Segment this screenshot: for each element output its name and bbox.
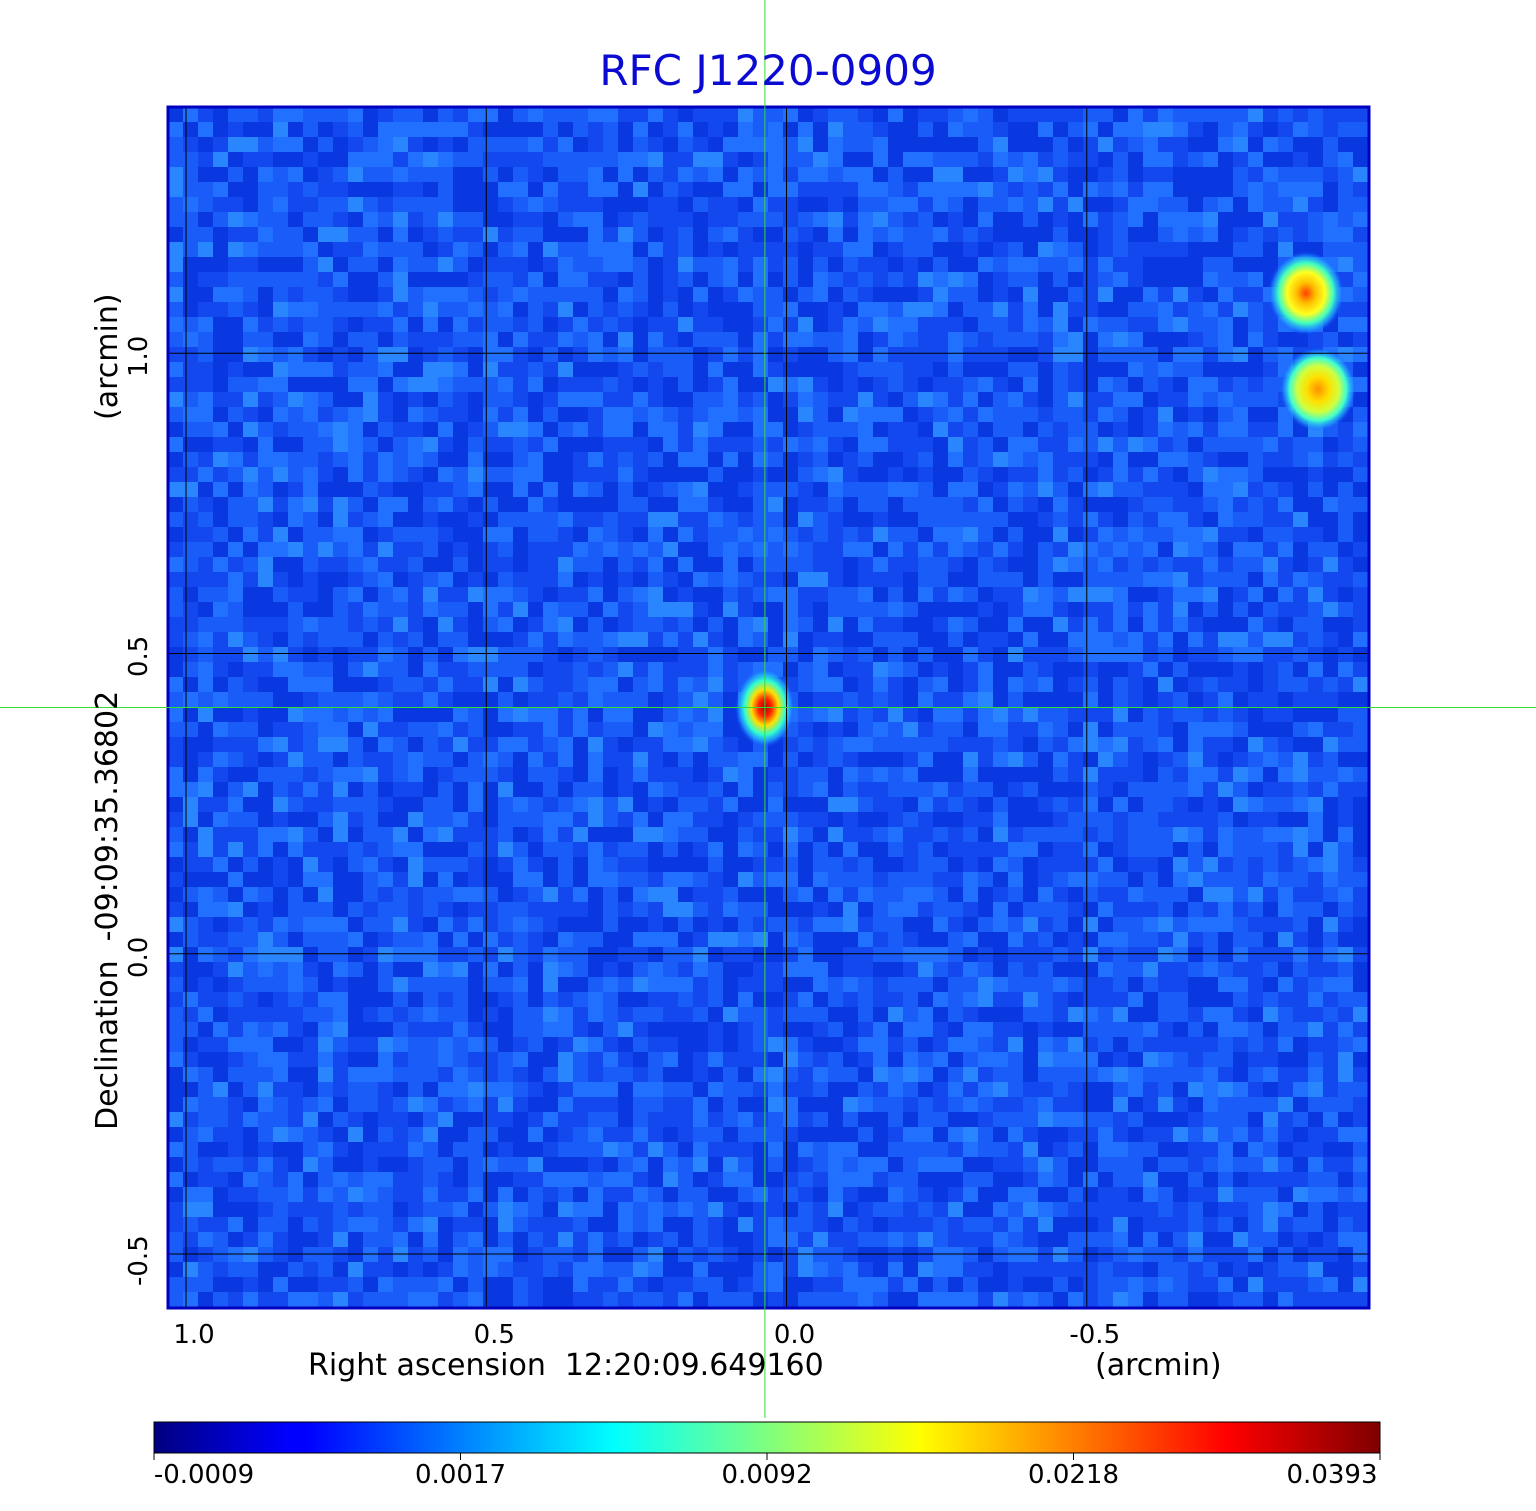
colorbar [153, 1421, 1381, 1454]
y-tick-label-0: -0.5 [124, 1235, 154, 1286]
colorbar-tick-label-2: 0.0092 [721, 1460, 813, 1490]
x-tick-label-1: 0.5 [473, 1320, 515, 1350]
y-tick-label-1: 0.0 [124, 936, 154, 978]
radio-source-3 [1279, 347, 1356, 432]
colorbar-tick-label-0: -0.0009 [153, 1460, 255, 1490]
colorbar-tick-label-4: 0.0393 [1286, 1460, 1378, 1490]
x-tick-label-0: 1.0 [173, 1320, 215, 1350]
noise-layer [168, 107, 1369, 1308]
y-tick-label-2: 0.5 [124, 636, 154, 678]
radio-source-2 [1267, 251, 1344, 336]
colorbar-ticks [153, 1453, 1381, 1460]
y-tick-label-3: 1.0 [124, 335, 154, 378]
chart-title: RFC J1220-0909 [599, 46, 937, 95]
x-tick-label-3: -0.5 [1069, 1320, 1121, 1350]
crosshair [0, 0, 1536, 1418]
x-tick-label-2: 0.0 [773, 1320, 816, 1350]
colorbar-tick-label-1: 0.0017 [415, 1460, 506, 1490]
grid-layer [168, 107, 1369, 1308]
x-axis-label: Right ascension 12:20:09.649160 [308, 1348, 824, 1383]
colorbar-tick-label-3: 0.0218 [1028, 1460, 1119, 1490]
x-axis-units: (arcmin) [1095, 1348, 1222, 1383]
